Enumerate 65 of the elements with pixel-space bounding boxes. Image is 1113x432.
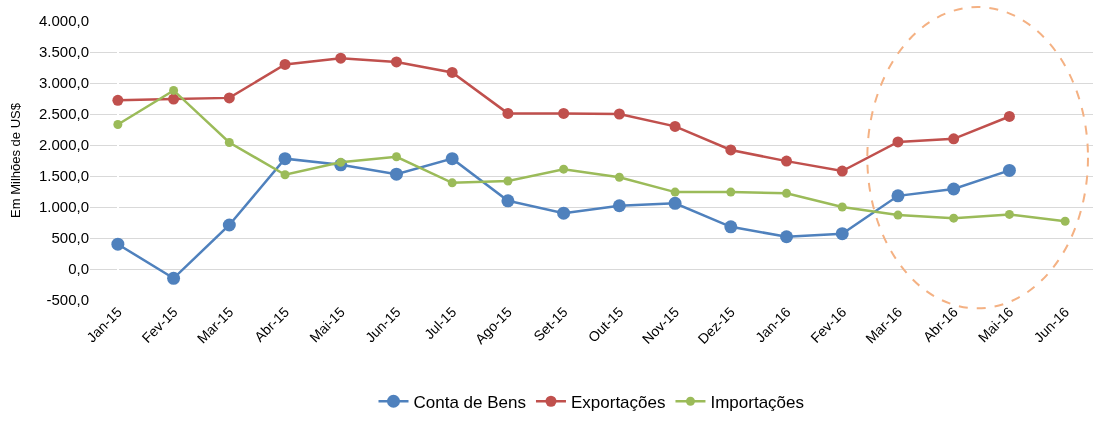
point (1004, 209, 1014, 219)
point (445, 152, 459, 166)
point (558, 107, 570, 119)
point (836, 165, 848, 177)
point (112, 94, 124, 106)
y-tick-label: 2.000,0 (38, 136, 89, 154)
point (111, 237, 125, 251)
point (113, 120, 123, 130)
point (726, 187, 736, 197)
y-axis-title: Em Milhões de US$ (7, 102, 23, 218)
y-tick-label: 1.500,0 (38, 167, 89, 185)
point (724, 220, 738, 234)
point (668, 196, 682, 210)
point (447, 178, 457, 188)
point (279, 58, 291, 70)
point (222, 218, 236, 232)
point (390, 56, 402, 68)
y-tick-label: 3.500,0 (38, 43, 89, 61)
point (613, 108, 625, 120)
point (278, 152, 292, 166)
point (559, 164, 569, 174)
point (725, 144, 737, 156)
point (781, 155, 793, 167)
point (557, 206, 571, 220)
point (670, 187, 680, 197)
point (893, 210, 903, 220)
point (835, 227, 849, 241)
point (948, 133, 960, 145)
point (614, 172, 624, 182)
point (947, 182, 961, 196)
point (169, 85, 179, 95)
point (1002, 163, 1016, 177)
legend-label: Conta de Bens (413, 392, 526, 412)
y-tick-label: 2.500,0 (38, 105, 89, 123)
y-tick-label: 0,0 (68, 260, 89, 278)
point (446, 66, 458, 78)
point (949, 213, 959, 223)
y-tick-label: 500,0 (51, 229, 89, 247)
point (391, 152, 401, 162)
point (892, 136, 904, 148)
point (501, 194, 515, 208)
legend-label: Importações (710, 392, 805, 412)
point (837, 202, 847, 212)
point (167, 271, 181, 285)
point (502, 107, 514, 119)
point (389, 167, 403, 181)
point (503, 176, 513, 186)
legend-label: Exportações (570, 392, 666, 412)
point (1003, 110, 1015, 122)
y-tick-label: 1.000,0 (38, 198, 89, 216)
point (612, 199, 626, 213)
point (669, 120, 681, 132)
y-tick-label: 3.000,0 (38, 74, 89, 92)
point (223, 92, 235, 104)
point (1060, 216, 1070, 226)
y-tick-label: 4.000,0 (38, 12, 89, 30)
point (782, 188, 792, 198)
point (280, 170, 290, 180)
point (891, 189, 905, 203)
point (224, 138, 234, 148)
point (335, 52, 347, 64)
point (168, 93, 180, 105)
point (780, 230, 794, 244)
y-tick-label: -500,0 (46, 291, 89, 309)
point (336, 157, 346, 167)
